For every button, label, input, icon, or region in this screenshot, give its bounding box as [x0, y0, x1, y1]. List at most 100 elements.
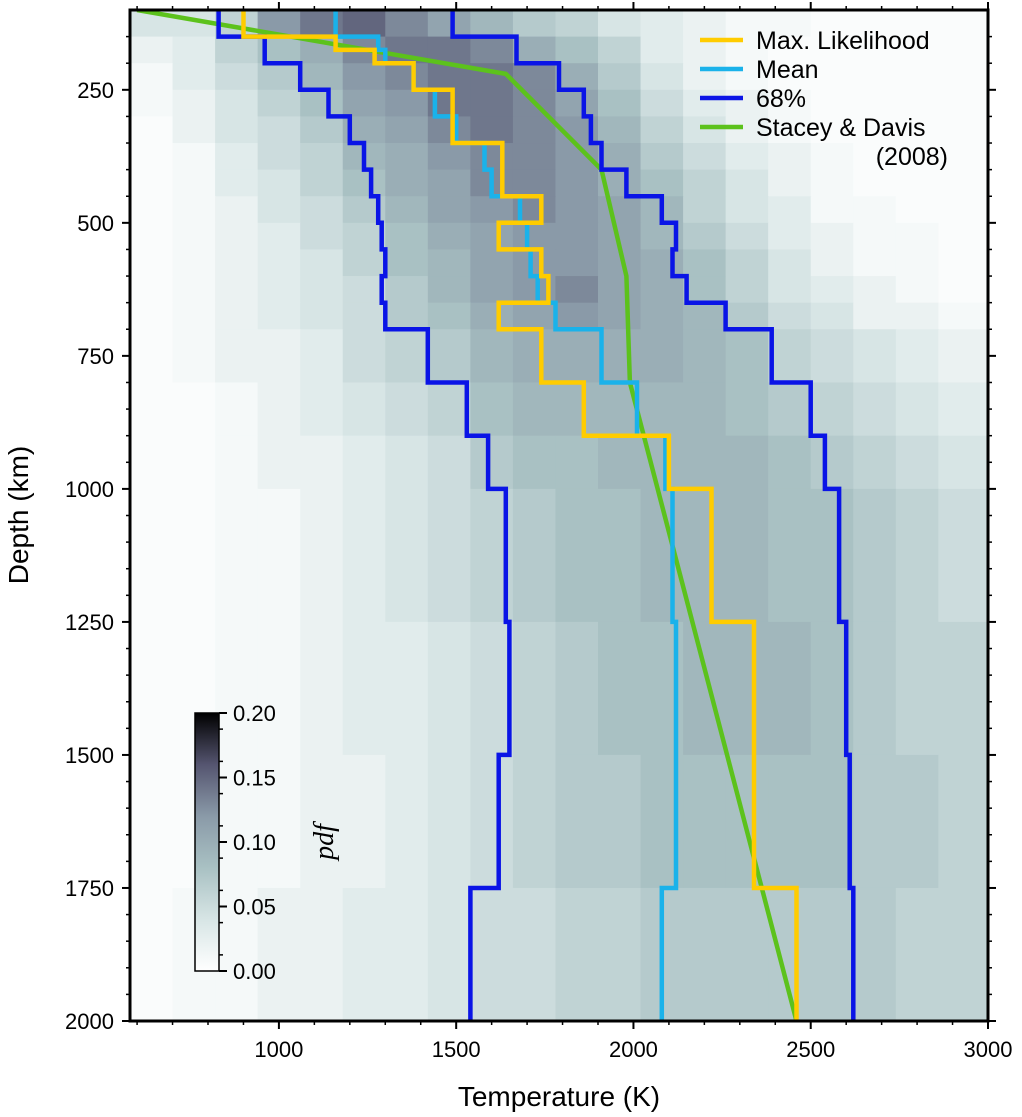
heatmap-cell [640, 36, 684, 64]
heatmap-cell [130, 276, 174, 304]
heatmap-cell [300, 276, 344, 304]
heatmap-cell [853, 89, 897, 118]
heatmap-cell [215, 488, 259, 623]
heatmap-cell [300, 382, 344, 437]
heatmap-cell [130, 249, 174, 277]
heatmap-cell [470, 89, 514, 118]
heatmap-cell [512, 302, 557, 330]
legend-label: Mean [756, 56, 819, 84]
heatmap-cell [555, 196, 599, 224]
heatmap-cell [130, 488, 174, 623]
heatmap-cell [768, 754, 812, 889]
heatmap-cell [598, 63, 642, 91]
heatmap-cell [683, 329, 727, 384]
heatmap-cell [598, 754, 642, 889]
heatmap-cell [895, 488, 939, 623]
heatmap-cell [598, 36, 642, 64]
heatmap-cell [555, 89, 599, 118]
heatmap-cell [725, 488, 769, 623]
heatmap-cell [427, 143, 471, 171]
heatmap-cell [427, 116, 471, 144]
heatmap-cell [512, 382, 557, 437]
heatmap-cell [385, 196, 429, 224]
heatmap-cell [215, 89, 259, 118]
heatmap-cell [810, 249, 854, 277]
heatmap-cell [768, 116, 812, 144]
heatmap-cell [683, 382, 727, 437]
heatmap-cell [768, 10, 812, 38]
heatmap-cell [938, 10, 988, 38]
heatmap-cell [810, 302, 854, 330]
heatmap-cell [172, 169, 216, 197]
y-axis-title: Depth (km) [3, 446, 34, 584]
heatmap-cell [598, 10, 642, 38]
heatmap-cell [470, 382, 514, 437]
heatmap-cell [683, 621, 727, 756]
heatmap-cell [598, 435, 642, 490]
heatmap-cell [385, 887, 429, 1021]
heatmap-cell [683, 887, 727, 1021]
heatmap-cell [683, 435, 727, 490]
heatmap-cell [895, 10, 939, 38]
heatmap-cell [853, 329, 897, 384]
heatmap-cell [215, 36, 259, 64]
colorbar-tick-label: 0.10 [233, 830, 276, 855]
heatmap-cell [725, 621, 769, 756]
heatmap-cell [257, 249, 301, 277]
heatmap-cell [810, 36, 854, 64]
heatmap-cell [342, 621, 386, 756]
heatmap-cell [257, 302, 301, 330]
heatmap-cell [172, 435, 216, 490]
heatmap-cell [385, 382, 429, 437]
heatmap-cell [598, 276, 642, 304]
heatmap-cell [683, 488, 727, 623]
heatmap-cell [215, 116, 259, 144]
heatmap-cell [130, 63, 174, 91]
heatmap-cell [938, 435, 988, 490]
heatmap-cell [640, 329, 684, 384]
heatmap-cell [172, 488, 216, 623]
y-tick-label: 1250 [65, 610, 114, 635]
heatmap-cell [257, 621, 301, 756]
heatmap-cell [342, 222, 386, 251]
heatmap-cell [512, 329, 557, 384]
heatmap-cell [555, 63, 599, 91]
heatmap-cell [938, 329, 988, 384]
heatmap-cell [385, 435, 429, 490]
heatmap-cell [300, 754, 344, 889]
heatmap-cell [768, 276, 812, 304]
heatmap-cell [555, 302, 599, 330]
heatmap-cell [427, 169, 471, 197]
heatmap-cell [725, 276, 769, 304]
y-tick-label: 1000 [65, 477, 114, 502]
heatmap-cell [385, 488, 429, 623]
heatmap-cell [768, 89, 812, 118]
heatmap-cell [215, 63, 259, 91]
heatmap-cell [427, 196, 471, 224]
heatmap-cell [938, 382, 988, 437]
heatmap-cell [938, 754, 988, 889]
heatmap-cell [853, 754, 897, 889]
heatmap-cell [810, 143, 854, 171]
heatmap-cell [215, 302, 259, 330]
heatmap-cell [512, 754, 557, 889]
x-tick-label: 2500 [786, 1037, 835, 1062]
heatmap-cell [427, 754, 471, 889]
heatmap-cell [300, 196, 344, 224]
heatmap-cell [300, 222, 344, 251]
heatmap-cell [640, 89, 684, 118]
heatmap-cell [130, 754, 174, 889]
heatmap-cell [598, 302, 642, 330]
heatmap-cell [895, 63, 939, 91]
heatmap-cell [215, 196, 259, 224]
heatmap-cell [640, 116, 684, 144]
colorbar-tick-label: 0.20 [233, 701, 276, 726]
heatmap-cell [725, 329, 769, 384]
heatmap-cell [300, 621, 344, 756]
heatmap-cell [172, 276, 216, 304]
heatmap-cell [725, 302, 769, 330]
heatmap-cell [598, 116, 642, 144]
heatmap-cell [598, 329, 642, 384]
heatmap-cell [768, 249, 812, 277]
